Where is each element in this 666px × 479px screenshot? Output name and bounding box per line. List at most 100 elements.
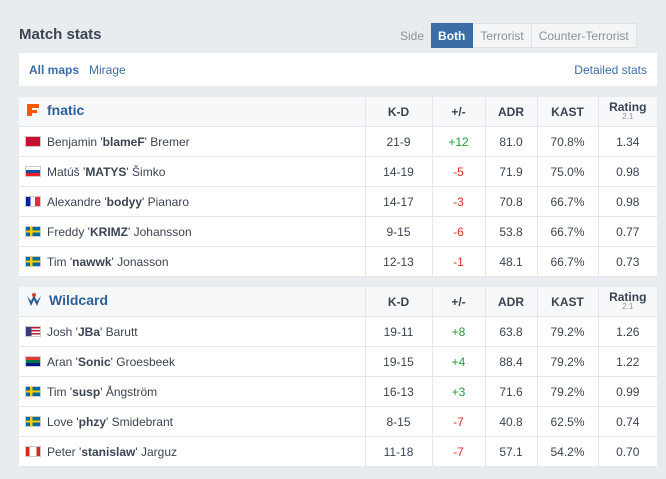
flag (25, 325, 41, 337)
player-first: Josh ' (47, 324, 78, 339)
adr: 71.6 (484, 376, 537, 407)
player-cell[interactable]: Josh 'JBa' Barutt (19, 316, 365, 347)
team-logo (25, 292, 43, 311)
kast: 70.8% (536, 126, 598, 157)
player-nick: KRIMZ (89, 224, 128, 239)
side-option[interactable]: Terrorist (473, 23, 532, 48)
kd: 14-19 (364, 156, 432, 187)
rating: 0.77 (597, 216, 657, 247)
column-header: +/- (431, 287, 485, 317)
adr: 81.0 (484, 126, 537, 157)
rating: 0.73 (597, 246, 657, 277)
team-table: Wildcard K-D +/- ADR KAST Rating 2.1 Josh 'JBa'… (19, 287, 657, 467)
map-tab[interactable]: All maps (29, 62, 80, 77)
rating: 1.34 (597, 126, 657, 157)
kast: 66.7% (536, 216, 598, 247)
rating: 0.74 (597, 406, 657, 437)
column-header: K-D (364, 97, 432, 127)
adr: 40.8 (484, 406, 537, 437)
player-cell[interactable]: Love 'phzy' Smidebrant (19, 406, 365, 437)
flag (25, 225, 41, 237)
kd: 19-15 (364, 346, 432, 377)
player-first: Aran ' (47, 354, 78, 369)
player-cell[interactable]: Matúš 'MATYS' Šimko (19, 156, 365, 187)
adr: 70.8 (484, 186, 537, 217)
rating-label: Rating (609, 99, 647, 114)
player-row: Peter 'stanislaw' Jarguz 11-18 -7 57.1 54.2%… (19, 436, 657, 467)
flag (25, 415, 41, 427)
plus-minus: -3 (431, 186, 485, 217)
plus-minus: +12 (431, 126, 485, 157)
player-last: ' Barutt (100, 324, 138, 339)
kd: 14-17 (364, 186, 432, 217)
kast: 79.2% (536, 376, 598, 407)
column-header: ADR (484, 287, 537, 317)
plus-minus: -5 (431, 156, 485, 187)
flag (25, 255, 41, 267)
player-first: Alexandre ' (47, 194, 107, 209)
player-first: Peter ' (47, 444, 82, 459)
kast: 79.2% (536, 316, 598, 347)
rating: 0.99 (597, 376, 657, 407)
player-cell[interactable]: Alexandre 'bodyy' Pianaro (19, 186, 365, 217)
player-row: Matúš 'MATYS' Šimko 14-19 -5 71.9 75.0% 0.98 (19, 156, 657, 187)
adr: 71.9 (484, 156, 537, 187)
plus-minus: -7 (431, 406, 485, 437)
flag (25, 135, 41, 147)
adr: 88.4 (484, 346, 537, 377)
player-cell[interactable]: Tim 'susp' Ångström (19, 376, 365, 407)
map-tabs: All maps Mirage Detailed stats (19, 53, 657, 86)
rating: 1.26 (597, 316, 657, 347)
flag (25, 355, 41, 367)
flag (25, 385, 41, 397)
player-last: ' Johansson (127, 224, 192, 239)
player-nick: MATYS (85, 164, 127, 179)
kd: 9-15 (364, 216, 432, 247)
kast: 75.0% (536, 156, 598, 187)
player-cell[interactable]: Benjamin 'blameF' Bremer (19, 126, 365, 157)
flag (25, 165, 41, 177)
team-name: fnatic (47, 102, 85, 118)
player-first: Love ' (47, 414, 79, 429)
adr: 53.8 (484, 216, 537, 247)
player-nick: nawwk (72, 254, 112, 269)
plus-minus: +8 (431, 316, 485, 347)
kd: 21-9 (364, 126, 432, 157)
player-row: Aran 'Sonic' Groesbeek 19-15 +4 88.4 79.2% 1.… (19, 346, 657, 377)
player-cell[interactable]: Aran 'Sonic' Groesbeek (19, 346, 365, 377)
player-last: ' Groesbeek (110, 354, 175, 369)
team-cell: Wildcard (19, 287, 365, 317)
page-title: Match stats (19, 26, 102, 43)
map-tab[interactable]: Mirage (89, 62, 126, 77)
player-first: Matúš ' (47, 164, 86, 179)
player-last: ' Pianaro (142, 194, 190, 209)
column-header: Rating 2.1 (597, 287, 657, 317)
rating: 0.98 (597, 186, 657, 217)
player-last: ' Smidebrant (106, 414, 173, 429)
side-option[interactable]: Counter-Terrorist (531, 23, 637, 48)
adr: 63.8 (484, 316, 537, 347)
column-header: Rating 2.1 (597, 97, 657, 127)
kast: 66.7% (536, 186, 598, 217)
rating-label: Rating (609, 289, 647, 304)
player-cell[interactable]: Freddy 'KRIMZ' Johansson (19, 216, 365, 247)
player-row: Tim 'nawwk' Jonasson 12-13 -1 48.1 66.7% 0.73 (19, 246, 657, 277)
plus-minus: -1 (431, 246, 485, 277)
player-last: ' Šimko (126, 164, 166, 179)
player-nick: stanislaw (81, 444, 136, 459)
kd: 12-13 (364, 246, 432, 277)
player-row: Josh 'JBa' Barutt 19-11 +8 63.8 79.2% 1.26 (19, 316, 657, 347)
side-option[interactable]: Both (431, 23, 474, 48)
player-first: Tim ' (47, 254, 73, 269)
player-last: ' Bremer (144, 134, 190, 149)
team-cell: fnatic (19, 97, 365, 127)
detailed-link[interactable]: Detailed stats (574, 62, 647, 77)
player-cell[interactable]: Peter 'stanislaw' Jarguz (19, 436, 365, 467)
player-row: Alexandre 'bodyy' Pianaro 14-17 -3 70.8 66.7… (19, 186, 657, 217)
player-cell[interactable]: Tim 'nawwk' Jonasson (19, 246, 365, 277)
player-last: ' Jonasson (111, 254, 169, 269)
plus-minus: -6 (431, 216, 485, 247)
rating-version: 2.1 (622, 301, 634, 311)
kd: 11-18 (364, 436, 432, 467)
